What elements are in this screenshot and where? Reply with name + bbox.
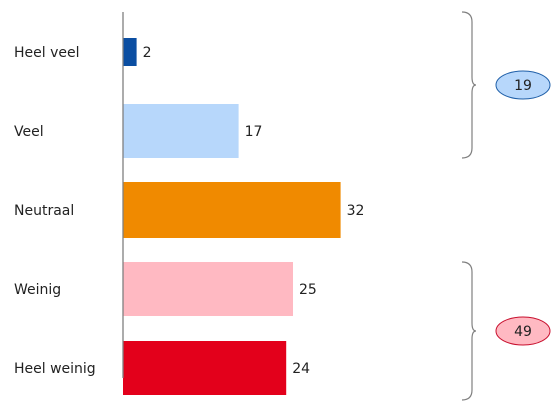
bars bbox=[123, 38, 341, 395]
group-total-badge bbox=[495, 316, 551, 346]
bar bbox=[123, 182, 341, 238]
category-label: Neutraal bbox=[14, 203, 74, 219]
category-label: Heel weinig bbox=[14, 361, 96, 377]
bar bbox=[123, 262, 293, 316]
group-bracket bbox=[461, 261, 477, 401]
category-labels: Heel veel Veel Neutraal Weinig Heel weinig bbox=[14, 45, 96, 377]
bar bbox=[123, 38, 137, 66]
category-label: Heel veel bbox=[14, 45, 80, 61]
value-label: 24 bbox=[292, 361, 310, 377]
group-bracket bbox=[461, 11, 477, 159]
group-total-badge bbox=[495, 70, 551, 100]
value-label: 32 bbox=[347, 203, 365, 219]
category-label: Veel bbox=[14, 124, 44, 140]
group-total-label: 19 bbox=[514, 78, 532, 94]
value-label: 25 bbox=[299, 282, 317, 298]
bar bbox=[123, 104, 239, 158]
value-label: 17 bbox=[245, 124, 263, 140]
value-labels: 2 17 32 25 24 bbox=[143, 45, 365, 377]
category-label: Weinig bbox=[14, 282, 61, 298]
group-total-label: 49 bbox=[514, 324, 532, 340]
value-label: 2 bbox=[143, 45, 152, 61]
bar bbox=[123, 341, 287, 395]
